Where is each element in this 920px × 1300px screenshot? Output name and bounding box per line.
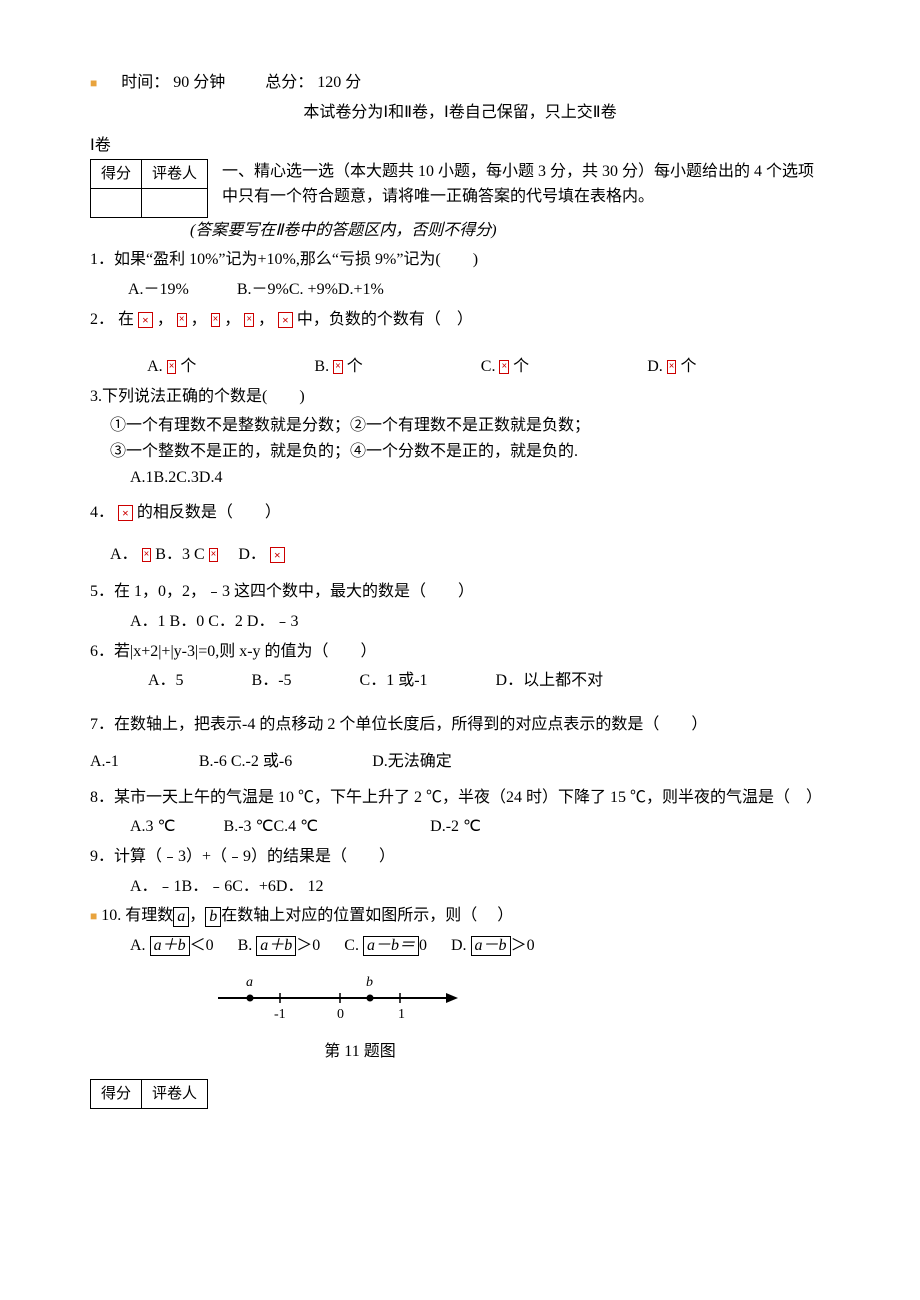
total-label: 总分： bbox=[265, 74, 313, 91]
q10: ■ 10. 有理数a，b在数轴上对应的位置如图所示，则（ ） bbox=[90, 903, 830, 929]
q6: 6．若|x+2|+|y-3|=0,则 x-y 的值为（ ） bbox=[90, 639, 830, 665]
svg-text:a: a bbox=[246, 975, 253, 990]
q3-opts: A.1B.2C.3D.4 bbox=[130, 465, 830, 491]
broken-image-icon: × bbox=[209, 548, 219, 562]
broken-image-icon: × bbox=[333, 360, 343, 374]
q1: 1．如果“盈利 10%”记为+10%,那么“亏损 9%”记为( ) bbox=[90, 247, 830, 273]
header-line: ■ 时间： 90 分钟 总分： 120 分 bbox=[90, 70, 830, 96]
broken-image-icon: × bbox=[142, 548, 152, 562]
q5-stem: 5．在 1，0，2，﹣3 这四个数中，最大的数是（ ） bbox=[90, 583, 474, 600]
svg-text:1: 1 bbox=[398, 1007, 405, 1022]
q2: 2． 在 × ， × ， × ， × ， × 中，负数的个数有（ ） bbox=[90, 307, 830, 333]
paper-note: 本试卷分为Ⅰ和Ⅱ卷，Ⅰ卷自己保留，只上交Ⅱ卷 bbox=[90, 100, 830, 126]
svg-text:-1: -1 bbox=[274, 1007, 286, 1022]
broken-image-icon: × bbox=[278, 312, 293, 328]
grader-col: 评卷人 bbox=[142, 1079, 208, 1108]
grader-col: 评卷人 bbox=[142, 159, 208, 188]
broken-image-icon: × bbox=[167, 360, 177, 374]
q7-stem: 7．在数轴上，把表示-4 的点移动 2 个单位长度后，所得到的对应点表示的数是（… bbox=[90, 716, 707, 733]
broken-image-icon: × bbox=[138, 312, 153, 328]
part-label: Ⅰ卷 bbox=[90, 133, 830, 159]
q2-prefix: 2． 在 bbox=[90, 311, 138, 328]
number-line-figure: -1 0 1 a b bbox=[210, 972, 830, 1035]
grader-cell bbox=[142, 188, 208, 217]
q3-l2: ③一个整数不是正的，就是负的；④一个分数不是正的，就是负的. bbox=[110, 439, 830, 465]
time-value: 90 分钟 bbox=[173, 74, 225, 91]
broken-image-icon: × bbox=[270, 547, 285, 563]
q7-opts: A.-1 B.-6 C.-2 或-6 D.无法确定 bbox=[90, 749, 830, 775]
var-a: a bbox=[173, 907, 189, 927]
var-b: b bbox=[205, 907, 221, 927]
q5-opts: A．1 B．0 C．2 D．﹣3 bbox=[130, 609, 830, 635]
score-col: 得分 bbox=[91, 159, 142, 188]
q1-opts: A.－19% B.－9%C. +9%D.+1% bbox=[128, 277, 830, 303]
score-table: 得分 评卷人 bbox=[90, 159, 208, 218]
time-label: 时间： bbox=[121, 74, 169, 91]
q4-opts: A． × B．3 C × D． × bbox=[110, 542, 830, 568]
q6-stem: 6．若|x+2|+|y-3|=0,则 x-y 的值为（ ） bbox=[90, 643, 377, 660]
q8: 8．某市一天上午的气温是 10 ℃，下午上升了 2 ℃，半夜（24 时）下降了 … bbox=[90, 785, 830, 811]
q5: 5．在 1，0，2，﹣3 这四个数中，最大的数是（ ） bbox=[90, 579, 830, 605]
q3-stem: 3.下列说法正确的个数是( ) bbox=[90, 388, 305, 405]
broken-image-icon: × bbox=[244, 313, 254, 327]
broken-image-icon: × bbox=[499, 360, 509, 374]
number-line-svg: -1 0 1 a b bbox=[210, 972, 470, 1026]
total-value: 120 分 bbox=[317, 74, 361, 91]
decor-dot: ■ bbox=[90, 907, 97, 926]
svg-text:b: b bbox=[366, 975, 373, 990]
broken-image-icon: × bbox=[211, 313, 221, 327]
q8-stem: 8．某市一天上午的气温是 10 ℃，下午上升了 2 ℃，半夜（24 时）下降了 … bbox=[90, 785, 830, 811]
svg-text:0: 0 bbox=[337, 1007, 344, 1022]
section1-note: (答案要写在Ⅱ卷中的答题区内，否则不得分) bbox=[190, 218, 830, 244]
q10-opts: A. a＋b＜0 B. a＋b＞0 C. a－b＝0 D. a－b＞0 bbox=[130, 933, 830, 959]
q7: 7．在数轴上，把表示-4 的点移动 2 个单位长度后，所得到的对应点表示的数是（… bbox=[90, 712, 830, 738]
q3: 3.下列说法正确的个数是( ) bbox=[90, 384, 830, 410]
score-col: 得分 bbox=[91, 1079, 142, 1108]
score-table-bottom: 得分 评卷人 bbox=[90, 1079, 208, 1109]
score-cell bbox=[91, 188, 142, 217]
broken-image-icon: × bbox=[667, 360, 677, 374]
q2-opts: A. × 个 B. × 个 C. × 个 D. × 个 bbox=[128, 354, 830, 380]
q3-l1: ①一个有理数不是整数就是分数；②一个有理数不是正数就是负数； bbox=[110, 413, 830, 439]
q4: 4． × 的相反数是（ ） bbox=[90, 500, 830, 526]
figure-caption: 第 11 题图 bbox=[0, 1039, 830, 1065]
q9: 9．计算（﹣3）+（﹣9）的结果是（ ） bbox=[90, 844, 830, 870]
q6-opts: A．5 B．-5 C．1 或-1 D．以上都不对 bbox=[148, 668, 830, 694]
broken-image-icon: × bbox=[177, 313, 187, 327]
q8-opts: A.3 ℃ B.-3 ℃C.4 ℃ D.-2 ℃ bbox=[130, 814, 830, 840]
q1-stem: 1．如果“盈利 10%”记为+10%,那么“亏损 9%”记为( ) bbox=[90, 251, 478, 268]
q9-stem: 9．计算（﹣3）+（﹣9）的结果是（ ） bbox=[90, 848, 395, 865]
q9-opts: A．﹣1B．﹣6C．+6D． 12 bbox=[130, 874, 830, 900]
broken-image-icon: × bbox=[118, 505, 133, 521]
decor-dot: ■ bbox=[90, 74, 97, 93]
